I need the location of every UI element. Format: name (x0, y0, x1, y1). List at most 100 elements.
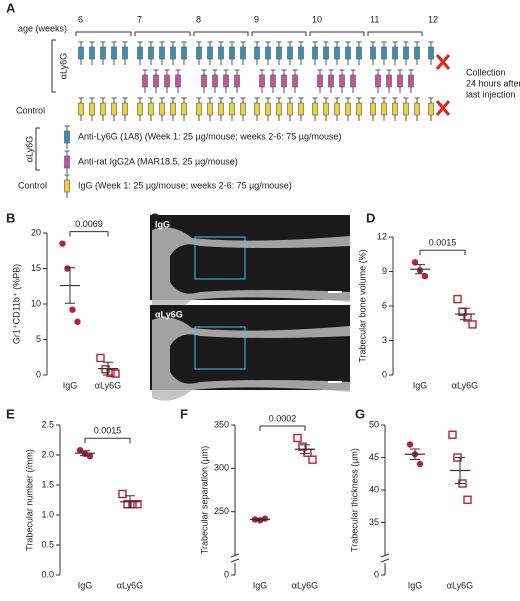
syringe (78, 102, 84, 116)
y-tick-label: 250 (214, 506, 229, 516)
y-tick-label: 300 (214, 463, 229, 473)
legend-item: Anti-rat IgG2A (MAR18.5, 25 µg/mouse) (78, 156, 238, 166)
y-axis-label: Trabecular bone volume (%) (357, 249, 367, 362)
x-tick-label: IgG (408, 580, 423, 590)
y-tick-label: 1.5 (41, 479, 54, 489)
syringe (265, 46, 271, 60)
week-label: 12 (428, 14, 438, 24)
syringe (229, 102, 235, 116)
row-label: αLy6G (58, 53, 68, 79)
data-point (86, 453, 94, 460)
data-point (421, 272, 429, 280)
syringe (292, 74, 298, 88)
ct-label: IgG (155, 219, 170, 229)
error-bar (415, 264, 425, 275)
syringe (137, 46, 143, 60)
syringe (428, 46, 434, 60)
syringe (414, 102, 420, 116)
syringe (287, 102, 293, 116)
legend-group: Control (18, 180, 47, 190)
ct-roi (194, 236, 246, 280)
significance-bracket (84, 437, 131, 444)
y-axis-label: Gr1⁺CD11b⁺ (%PB) (11, 264, 21, 344)
legend-item: IgG (Week 1: 25 µg/mouse; weeks 2-6: 75 … (78, 180, 292, 190)
syringe (254, 102, 260, 116)
axis-break (230, 553, 240, 563)
y-tick-label: 5 (36, 334, 41, 344)
syringe (89, 46, 95, 60)
y-tick-label: 0 (36, 369, 41, 379)
syringe (356, 46, 362, 60)
legend-item: Anti-Ly6G (1A8) (Week 1: 25 µg/mouse; we… (78, 131, 342, 141)
syringe (375, 74, 381, 88)
x-tick-label: IgG (413, 380, 428, 390)
y-tick-label: 6 (382, 300, 387, 310)
data-point (463, 495, 472, 504)
week-bracket (367, 31, 423, 36)
y-tick-label: 40 (369, 484, 379, 494)
syringe (334, 46, 340, 60)
y-tick-label: 2.5 (41, 419, 54, 429)
syringe (428, 102, 434, 116)
x-tick-label: αLy6G (292, 580, 318, 590)
syringe (298, 102, 304, 116)
data-point (69, 306, 76, 313)
syringe (148, 46, 154, 60)
y-tick-label: 15 (31, 263, 41, 273)
syringe (137, 102, 143, 116)
syringe (276, 102, 282, 116)
p-value: 0.0002 (269, 413, 297, 423)
syringe (89, 102, 95, 116)
data-point (416, 460, 424, 468)
syringe (159, 46, 165, 60)
y-tick-label: 0 (374, 569, 379, 579)
syringe (287, 46, 293, 60)
x-tick-label: αLy6G (117, 580, 143, 590)
syringe (181, 46, 187, 60)
syringe (100, 102, 106, 116)
syringe (339, 74, 345, 88)
x-tick-label: αLy6G (447, 580, 473, 590)
data-point (118, 489, 127, 499)
syringe (164, 74, 170, 88)
syringe (240, 102, 246, 116)
error-bar (300, 444, 310, 455)
syringe (403, 102, 409, 116)
syringe (414, 46, 420, 60)
ct-label: αLy6G (155, 309, 183, 319)
syringe (403, 46, 409, 60)
y-tick-label: 0.5 (41, 539, 54, 549)
row-label: Control (16, 105, 45, 115)
age-label: age (weeks) (18, 23, 67, 33)
p-value: 0.0015 (94, 426, 122, 436)
data-point (448, 430, 457, 439)
data-point (298, 442, 307, 451)
data-point (468, 320, 477, 329)
panel-label: F (180, 406, 188, 421)
syringe (207, 102, 213, 116)
syringe (356, 102, 362, 116)
week-label: 9 (254, 14, 259, 24)
y-tick-label: 0 (224, 569, 229, 579)
legend-group: αLy6G (24, 136, 34, 162)
y-tick-label: 0.0 (41, 569, 54, 579)
data-point (96, 353, 105, 363)
axis-break (380, 553, 390, 563)
week-label: 11 (370, 14, 379, 24)
syringe (64, 179, 70, 193)
y-tick-label: 20 (31, 227, 41, 237)
syringe (345, 102, 351, 116)
syringe (312, 46, 318, 60)
panel-label: A (6, 0, 16, 15)
syringe (196, 46, 202, 60)
syringe (254, 46, 260, 60)
syringe (170, 102, 176, 116)
y-tick-label: 50 (369, 419, 379, 429)
syringe (386, 74, 392, 88)
collection-note: Collection (466, 67, 506, 77)
panel-label: B (6, 210, 15, 225)
syringe (207, 46, 213, 60)
y-tick-label: 0 (382, 369, 387, 379)
y-tick-label: 35 (369, 517, 379, 527)
y-tick-label: 3 (382, 335, 387, 345)
